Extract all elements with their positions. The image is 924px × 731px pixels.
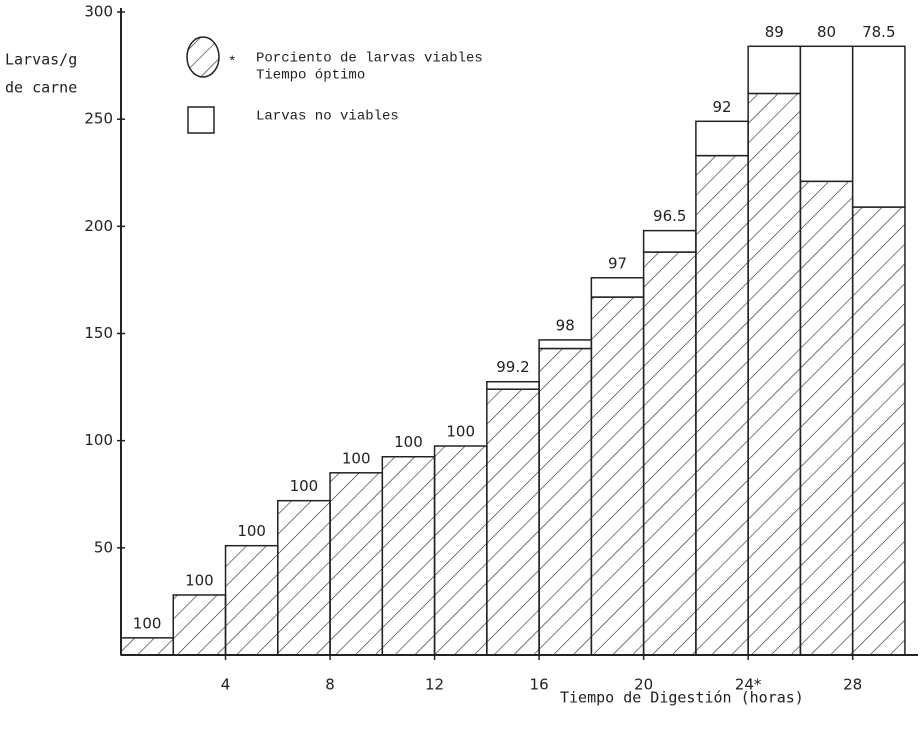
bar-segment <box>642 229 697 253</box>
percent-label: 98 <box>556 316 575 334</box>
legend-label: Porciento de larvas viables <box>256 51 483 67</box>
bar-segment <box>590 277 645 298</box>
legend-swatch-empty <box>187 106 215 134</box>
x-tick-label: 16 <box>530 676 549 694</box>
bar-segment <box>538 347 593 656</box>
percent-label: 100 <box>290 477 319 495</box>
bar-segment <box>486 388 540 656</box>
bar-segment <box>224 544 279 656</box>
percent-label: 100 <box>133 614 162 632</box>
bar-segment <box>695 154 749 656</box>
bar-segment <box>433 445 488 656</box>
bar-segment <box>590 296 645 656</box>
percent-label: 100 <box>394 433 423 451</box>
y-tick-label: 300 <box>84 3 113 21</box>
x-tick-label: 12 <box>425 676 444 694</box>
bar-segment <box>120 637 175 656</box>
bar-segment <box>381 455 436 656</box>
bar-segment <box>747 45 802 95</box>
x-tick-label: 4 <box>221 676 231 694</box>
bar-segment <box>799 45 854 183</box>
bar-segment <box>538 339 593 350</box>
y-axis-label: Larvas/g <box>5 51 77 69</box>
percent-label: 78.5 <box>862 23 895 41</box>
percent-label: 80 <box>817 23 836 41</box>
bar-segment <box>329 472 384 656</box>
bar-segment <box>851 45 906 208</box>
legend-note: Tiempo óptimo <box>256 68 365 84</box>
x-tick-label: 8 <box>325 676 335 694</box>
bar-segment <box>277 499 331 656</box>
percent-label: 100 <box>185 571 214 589</box>
legend-note-marker: * <box>228 55 236 71</box>
x-tick-label: 28 <box>843 676 862 694</box>
y-axis-label: de carne <box>5 79 77 97</box>
bar-segment <box>851 206 906 656</box>
percent-label: 99.2 <box>496 358 529 376</box>
bar-segment <box>486 380 540 390</box>
y-tick-label: 250 <box>84 110 113 128</box>
bar-segment <box>747 92 802 656</box>
y-tick-label: 100 <box>84 431 113 449</box>
bar-segment <box>695 120 749 157</box>
y-tick-label: 150 <box>84 324 113 342</box>
percent-label: 97 <box>608 254 627 272</box>
x-tick-label: 20 <box>634 676 653 694</box>
y-tick-label: 200 <box>84 217 113 235</box>
percent-label: 100 <box>446 423 475 441</box>
y-tick-label: 50 <box>94 538 113 556</box>
percent-label: 89 <box>765 23 784 41</box>
percent-label: 100 <box>237 522 266 540</box>
x-axis-label: Tiempo de Digestión (horas) <box>560 689 804 707</box>
bar-segment <box>642 251 697 656</box>
percent-label: 96.5 <box>653 207 686 225</box>
bar-segment <box>172 594 227 656</box>
bar-segment <box>799 180 854 656</box>
legend-swatch-hatched <box>186 36 220 78</box>
percent-label: 100 <box>342 449 371 467</box>
legend-label: Larvas no viables <box>256 109 399 125</box>
percent-label: 92 <box>712 98 731 116</box>
x-tick-label: 24* <box>735 676 762 694</box>
